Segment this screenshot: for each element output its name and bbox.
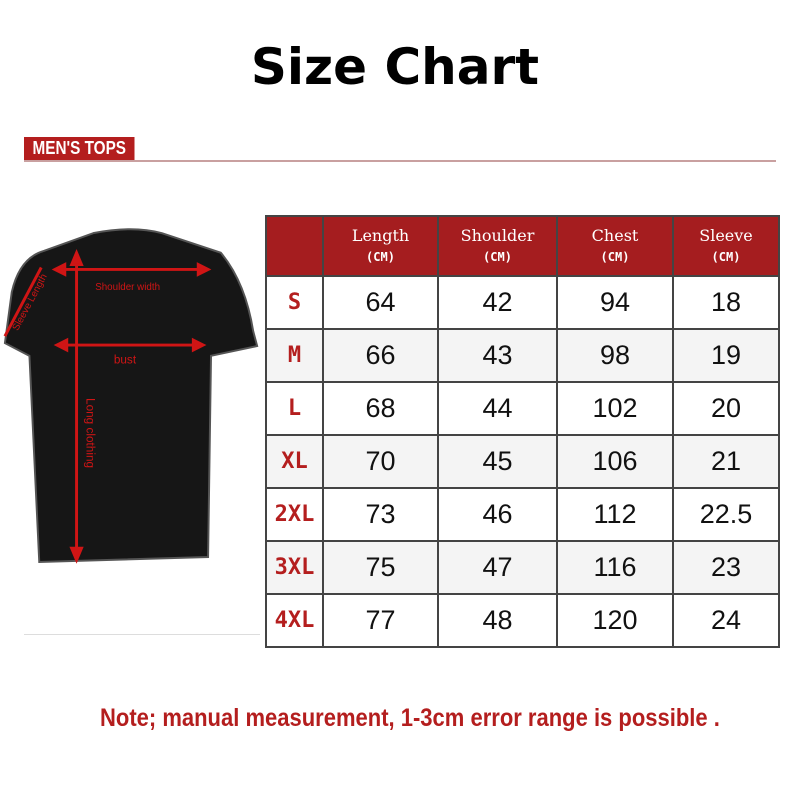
page-title: Size Chart bbox=[250, 38, 540, 96]
header-shoulder: Shoulder (CM) bbox=[437, 215, 558, 277]
value-cell: 106 bbox=[556, 434, 674, 489]
value-cell: 22.5 bbox=[672, 487, 780, 542]
size-cell: 3XL bbox=[265, 540, 324, 595]
value-cell: 112 bbox=[556, 487, 674, 542]
value-cell: 21 bbox=[672, 434, 780, 489]
value-cell: 116 bbox=[556, 540, 674, 595]
table-row: M 66 43 98 19 bbox=[265, 328, 780, 383]
size-table: Length (CM) Shoulder (CM) Chest (CM) Sleeve… bbox=[265, 215, 780, 648]
bust-label: bust bbox=[114, 354, 137, 367]
value-cell: 64 bbox=[322, 275, 439, 330]
value-cell: 43 bbox=[437, 328, 558, 383]
header-length: Length (CM) bbox=[322, 215, 439, 277]
value-cell: 98 bbox=[556, 328, 674, 383]
value-cell: 66 bbox=[322, 328, 439, 383]
table-header-row: Length (CM) Shoulder (CM) Chest (CM) Sleeve… bbox=[265, 215, 780, 277]
table-row: 3XL 75 47 116 23 bbox=[265, 540, 780, 595]
value-cell: 47 bbox=[437, 540, 558, 595]
table-row: S 64 42 94 18 bbox=[265, 275, 780, 330]
value-cell: 46 bbox=[437, 487, 558, 542]
value-cell: 44 bbox=[437, 381, 558, 436]
size-cell: 2XL bbox=[265, 487, 324, 542]
value-cell: 75 bbox=[322, 540, 439, 595]
value-cell: 94 bbox=[556, 275, 674, 330]
value-cell: 68 bbox=[322, 381, 439, 436]
value-cell: 24 bbox=[672, 593, 780, 648]
divider bbox=[24, 634, 260, 635]
table-row: 2XL 73 46 112 22.5 bbox=[265, 487, 780, 542]
table-row: 4XL 77 48 120 24 bbox=[265, 593, 780, 648]
value-cell: 42 bbox=[437, 275, 558, 330]
divider bbox=[24, 160, 776, 162]
header-chest: Chest (CM) bbox=[556, 215, 674, 277]
size-cell: 4XL bbox=[265, 593, 324, 648]
corner-cell bbox=[265, 215, 324, 277]
length-label: Long clothing bbox=[83, 398, 96, 468]
value-cell: 20 bbox=[672, 381, 780, 436]
value-cell: 70 bbox=[322, 434, 439, 489]
size-cell: S bbox=[265, 275, 324, 330]
value-cell: 73 bbox=[322, 487, 439, 542]
table-row: L 68 44 102 20 bbox=[265, 381, 780, 436]
value-cell: 18 bbox=[672, 275, 780, 330]
header-sleeve: Sleeve (CM) bbox=[672, 215, 780, 277]
value-cell: 19 bbox=[672, 328, 780, 383]
size-cell: L bbox=[265, 381, 324, 436]
tshirt-diagram: Shoulder width bust Sleeve Length Long c… bbox=[3, 228, 259, 564]
value-cell: 23 bbox=[672, 540, 780, 595]
section-label: MEN'S TOPS bbox=[24, 137, 135, 160]
table-row: XL 70 45 106 21 bbox=[265, 434, 780, 489]
size-cell: M bbox=[265, 328, 324, 383]
value-cell: 102 bbox=[556, 381, 674, 436]
shoulder-label: Shoulder width bbox=[95, 282, 160, 293]
value-cell: 120 bbox=[556, 593, 674, 648]
size-cell: XL bbox=[265, 434, 324, 489]
value-cell: 48 bbox=[437, 593, 558, 648]
note: Note; manual measurement, 1-3cm error ra… bbox=[100, 704, 720, 732]
value-cell: 45 bbox=[437, 434, 558, 489]
value-cell: 77 bbox=[322, 593, 439, 648]
